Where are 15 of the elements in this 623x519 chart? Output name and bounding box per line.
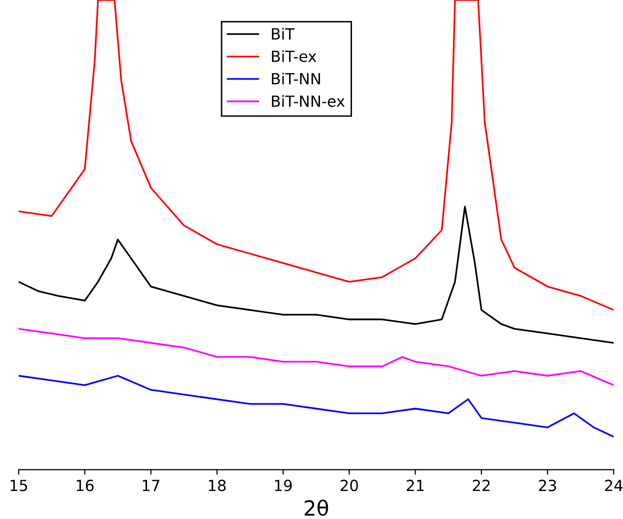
legend-label: BiT-NN-ex <box>272 95 345 107</box>
x-axis-title: 2θ <box>304 500 328 516</box>
x-tick-label: 18 <box>208 480 226 492</box>
x-tick-label: 22 <box>472 480 490 492</box>
x-tick-label: 20 <box>340 480 358 492</box>
x-tick-label: 17 <box>142 480 160 492</box>
legend-label: BiT-ex <box>272 50 316 62</box>
x-tick-label: 16 <box>76 480 94 492</box>
x-tick-label: 21 <box>406 480 424 492</box>
x-tick-label: 15 <box>10 480 28 492</box>
x-tick-label: 19 <box>275 480 292 492</box>
legend-label: BiT-NN <box>272 72 320 84</box>
x-tick-label: 24 <box>605 480 623 492</box>
legend-label: BiT <box>272 28 295 40</box>
x-tick-label: 23 <box>538 480 556 492</box>
